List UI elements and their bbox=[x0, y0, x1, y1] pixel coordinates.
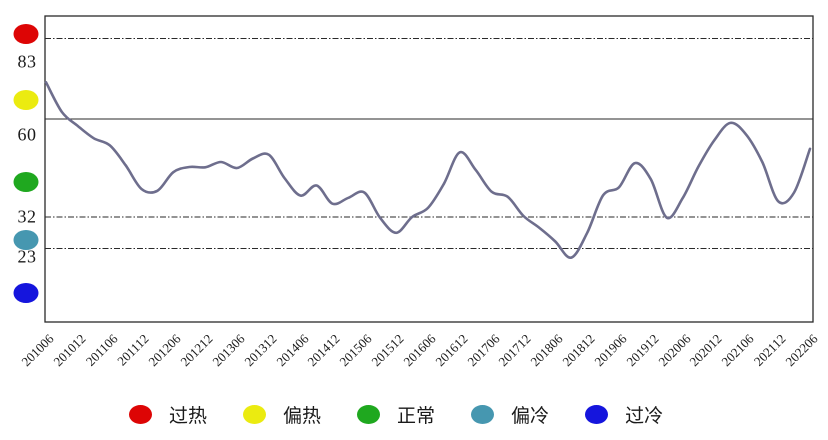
legend-item: 过热 bbox=[129, 401, 207, 428]
zone-dot-icon bbox=[13, 24, 39, 44]
legend-label: 偏冷 bbox=[511, 406, 550, 427]
y-threshold-label: 23 bbox=[17, 246, 37, 267]
y-threshold-label: 32 bbox=[17, 206, 37, 227]
legend-item: 偏热 bbox=[243, 401, 321, 428]
legend-label: 偏热 bbox=[283, 406, 322, 427]
zone-dot-icon bbox=[13, 230, 39, 250]
zone-dot-icon bbox=[13, 283, 39, 303]
legend-item: 偏冷 bbox=[471, 401, 549, 428]
legend-label: 过热 bbox=[169, 406, 208, 427]
index-series-line bbox=[44, 81, 812, 259]
legend-dot-icon bbox=[471, 405, 495, 424]
legend-dot-icon bbox=[585, 405, 609, 424]
y-threshold-label: 60 bbox=[17, 124, 37, 145]
legend-dot-icon bbox=[129, 405, 152, 424]
legend-dot-icon bbox=[243, 405, 267, 424]
legend-label: 正常 bbox=[397, 406, 436, 427]
legend-item: 过冷 bbox=[585, 401, 663, 428]
line-chart-plot bbox=[44, 15, 814, 323]
zone-dot-icon bbox=[13, 172, 39, 192]
plot-border bbox=[44, 15, 814, 323]
legend-item: 正常 bbox=[357, 401, 435, 428]
chart-legend: 过热 偏热 正常 偏冷 过冷 bbox=[129, 401, 663, 428]
y-threshold-label: 83 bbox=[17, 51, 37, 72]
legend-dot-icon bbox=[357, 405, 381, 424]
zone-dot-icon bbox=[13, 90, 39, 110]
legend-label: 过冷 bbox=[625, 406, 664, 427]
